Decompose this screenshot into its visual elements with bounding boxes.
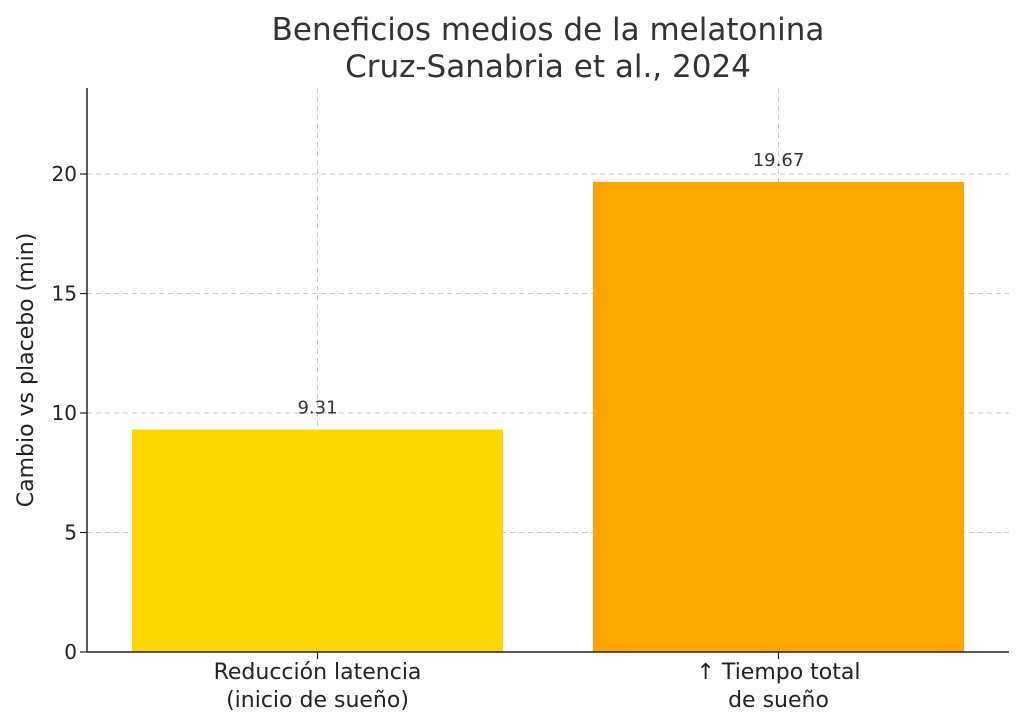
bar-value-label: 9.31	[297, 398, 337, 419]
y-tick-label: 20	[52, 162, 77, 186]
y-ticks: 0 5 10 15 20	[52, 162, 87, 664]
y-tick-label: 10	[52, 401, 77, 425]
bar	[592, 181, 965, 652]
y-tick-label: 15	[52, 282, 77, 306]
bar-value-label: 19.67	[753, 150, 805, 171]
y-tick-label: 0	[64, 640, 77, 664]
bar	[131, 429, 504, 652]
x-categories: Reducción latencia (inicio de sueño) ↑ Tie…	[214, 652, 861, 713]
y-axis-label: Cambio vs placebo (min)	[14, 233, 39, 508]
axes	[86, 88, 1009, 653]
bars	[131, 181, 965, 652]
data-labels: 9.31 19.67	[297, 150, 804, 419]
x-category-label: ↑ Tiempo total	[697, 660, 861, 685]
x-category-label: (inicio de sueño)	[226, 688, 409, 713]
chart-title-line-1: Beneficios medios de la melatonina	[272, 12, 825, 48]
y-tick-label: 5	[64, 521, 77, 545]
x-category-label: de sueño	[728, 688, 829, 713]
x-category-label: Reducción latencia	[214, 660, 422, 685]
chart-title-line-2: Cruz-Sanabria et al., 2024	[345, 49, 751, 85]
